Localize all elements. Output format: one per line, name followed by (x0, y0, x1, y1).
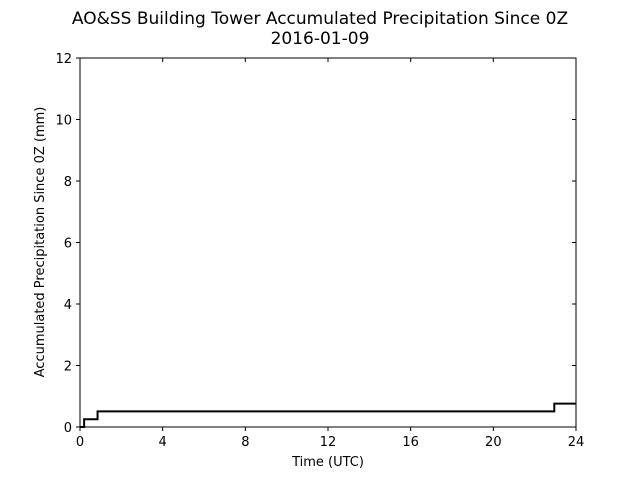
y-tick-label-2: 2 (64, 360, 72, 375)
series-line-0 (80, 402, 576, 428)
x-tick-label-4: 4 (159, 435, 167, 450)
x-tick-label-20: 20 (485, 435, 502, 450)
y-tick-label-6: 6 (64, 237, 72, 252)
chart-title: AO&SS Building Tower Accumulated Precipi… (72, 9, 568, 29)
y-tick-label-10: 10 (55, 114, 72, 129)
plot-area (79, 57, 577, 428)
x-tick-label-16: 16 (402, 435, 419, 450)
y-tick-label-12: 12 (55, 52, 72, 67)
x-tick-label-12: 12 (320, 435, 337, 450)
chart-subtitle: 2016-01-09 (271, 29, 370, 49)
y-tick-label-4: 4 (64, 298, 72, 313)
x-axis-label: Time (UTC) (291, 455, 364, 470)
x-tick-label-24: 24 (568, 435, 585, 450)
y-tick-label-8: 8 (64, 175, 72, 190)
y-tick-label-0: 0 (64, 421, 72, 436)
plot-frame (79, 57, 577, 428)
x-tick-label-0: 0 (76, 435, 84, 450)
axis-ticks (76, 57, 577, 431)
x-tick-label-8: 8 (241, 435, 249, 450)
y-axis-label: Accumulated Precipitation Since 0Z (mm) (33, 107, 48, 378)
